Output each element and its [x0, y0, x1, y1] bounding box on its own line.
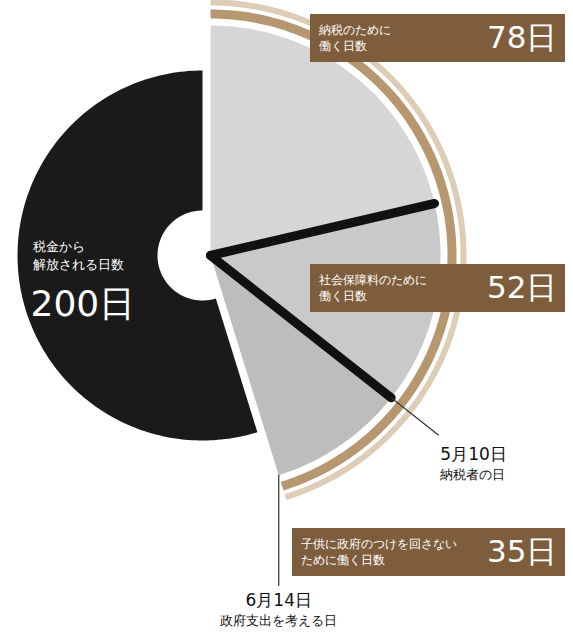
svg-text:78日: 78日: [487, 19, 557, 55]
svg-text:税金から: 税金から: [33, 239, 85, 254]
svg-text:52日: 52日: [487, 269, 557, 305]
svg-text:200日: 200日: [31, 283, 136, 324]
svg-text:35日: 35日: [487, 533, 557, 569]
svg-text:社会保障料のために: 社会保障料のために: [319, 273, 427, 287]
svg-text:ために働く日数: ために働く日数: [301, 553, 385, 567]
svg-text:働く日数: 働く日数: [319, 39, 367, 53]
svg-text:働く日数: 働く日数: [319, 289, 367, 303]
svg-text:政府支出を考える日: 政府支出を考える日: [220, 613, 337, 628]
svg-text:子供に政府のつけを回さない: 子供に政府のつけを回さない: [301, 537, 457, 551]
svg-text:納税のために: 納税のために: [319, 23, 391, 37]
svg-text:5月10日: 5月10日: [440, 444, 506, 464]
svg-text:納税者の日: 納税者の日: [440, 467, 505, 482]
svg-text:6月14日: 6月14日: [246, 590, 312, 610]
svg-text:解放される日数: 解放される日数: [33, 257, 124, 272]
